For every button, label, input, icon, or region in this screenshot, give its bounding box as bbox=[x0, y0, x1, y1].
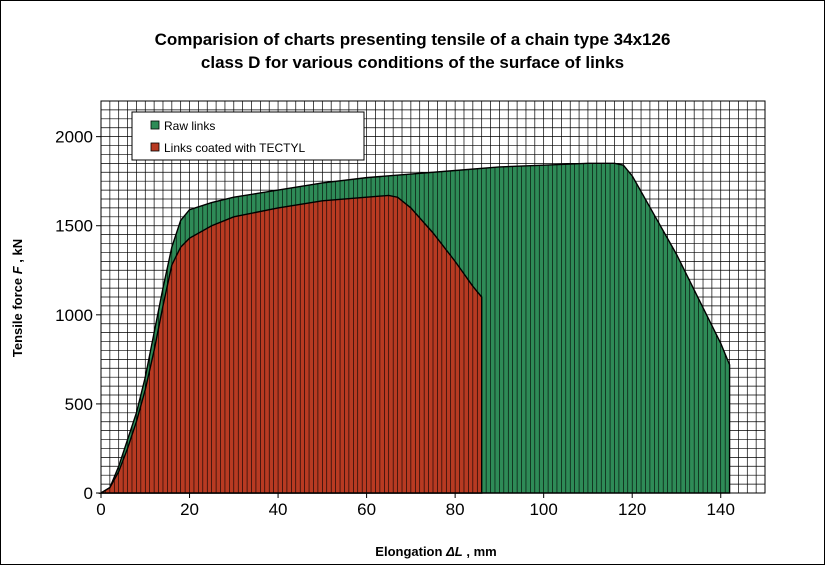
legend-label-raw-links: Raw links bbox=[164, 119, 215, 133]
x-tick-label: 60 bbox=[357, 500, 376, 519]
y-tick-label: 2000 bbox=[55, 128, 93, 147]
y-tick-label: 500 bbox=[65, 395, 93, 414]
plot-area: 0 20 40 60 80 100 120 140 0 500 1000 1500 2000 bbox=[55, 100, 766, 519]
series-outline-0 bbox=[98, 162, 731, 494]
y-axis-label: Tensile force F , kN bbox=[10, 239, 25, 357]
chart-title-line-2: class D for various conditions of the su… bbox=[200, 53, 625, 72]
x-tick-label: 140 bbox=[707, 500, 735, 519]
x-tick-label: 80 bbox=[446, 500, 465, 519]
x-axis-label: Elongation ΔL , mm bbox=[375, 544, 496, 559]
legend: Raw links Links coated with TECTYL bbox=[131, 111, 365, 161]
y-tick-label: 1000 bbox=[55, 306, 93, 325]
chart-title-line-1: Comparision of charts presenting tensile… bbox=[154, 30, 671, 49]
plot-border bbox=[100, 100, 766, 494]
x-tick-label: 120 bbox=[618, 500, 646, 519]
legend-swatch-tectyl bbox=[150, 142, 160, 152]
x-tick-label: 0 bbox=[96, 500, 105, 519]
series-outline-1 bbox=[98, 194, 483, 494]
y-tick-label: 1500 bbox=[55, 217, 93, 236]
y-tick-label: 0 bbox=[84, 484, 93, 503]
legend-swatch-raw-links bbox=[150, 120, 160, 130]
legend-box bbox=[131, 111, 365, 161]
x-tick-label: 100 bbox=[529, 500, 557, 519]
legend-label-tectyl: Links coated with TECTYL bbox=[164, 141, 306, 155]
x-tick-label: 40 bbox=[269, 500, 288, 519]
x-tick-label: 20 bbox=[180, 500, 199, 519]
